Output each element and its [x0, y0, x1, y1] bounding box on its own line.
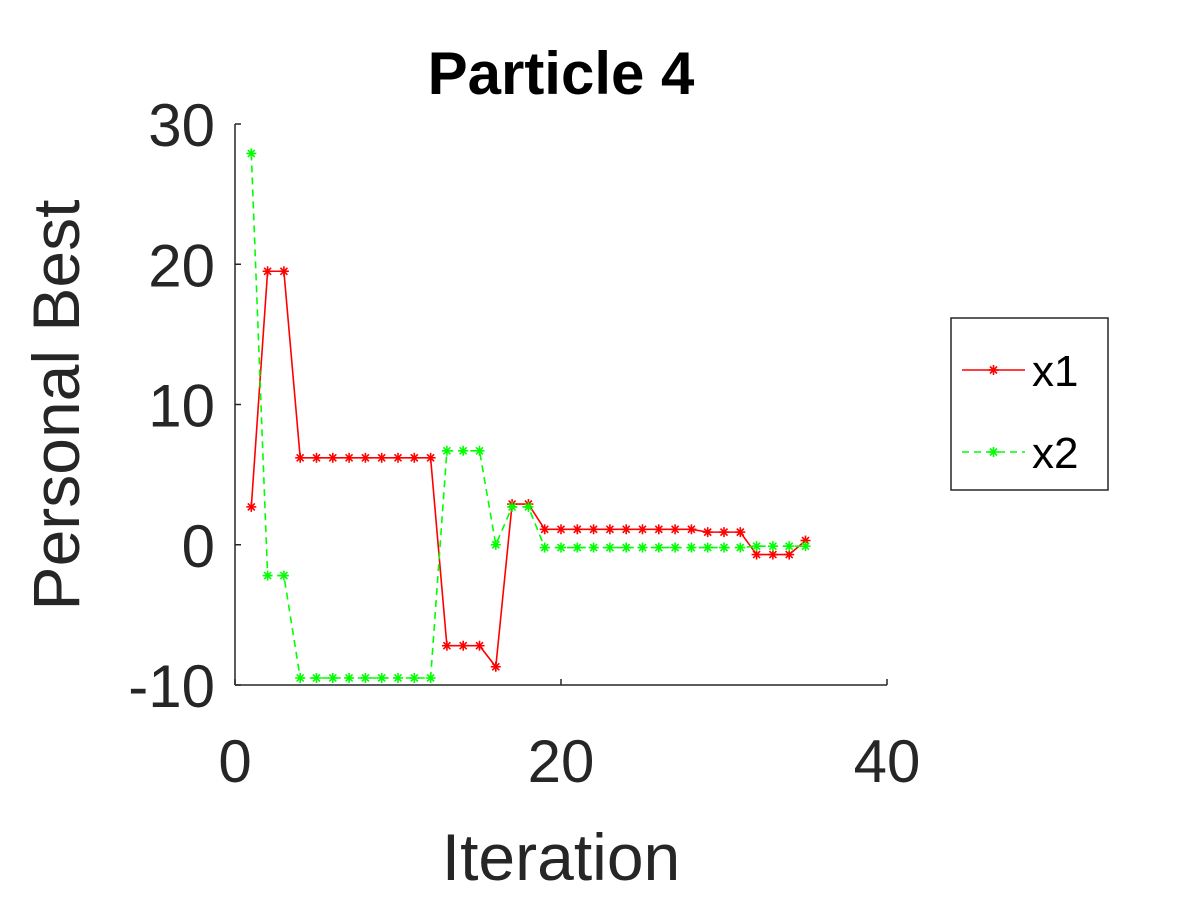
y-tick-label: 20: [148, 232, 215, 299]
data-point-x1: [393, 452, 403, 463]
data-point-x2: [295, 672, 306, 683]
data-point-x2: [588, 542, 599, 553]
data-point-x1: [376, 452, 387, 463]
data-point-x1: [670, 524, 681, 535]
legend-item-x2: x2: [962, 429, 1078, 478]
data-point-x2: [441, 445, 452, 456]
data-point-x2: [670, 542, 681, 553]
data-point-x2: [686, 542, 697, 553]
data-point-x2: [784, 541, 795, 552]
data-point-x1: [621, 524, 632, 535]
data-point-x2: [637, 542, 648, 553]
data-point-x1: [295, 452, 306, 463]
data-point-x2: [393, 672, 403, 683]
series-x2: [246, 148, 811, 683]
data-point-x2: [376, 672, 387, 683]
data-point-x1: [246, 501, 257, 512]
data-point-x1: [409, 452, 420, 463]
data-point-x2: [409, 672, 420, 683]
legend-marker-x1: [988, 365, 999, 375]
data-point-x1: [702, 527, 713, 538]
x-axis-label: Iteration: [442, 820, 680, 894]
data-point-x1: [344, 452, 355, 463]
data-point-x2: [360, 672, 371, 683]
data-point-x2: [474, 445, 485, 456]
data-point-x1: [425, 452, 436, 463]
y-tick-label: -10: [128, 653, 215, 720]
data-point-x1: [441, 640, 452, 651]
data-point-x1: [490, 661, 501, 672]
data-point-x2: [344, 672, 355, 683]
legend-box: [950, 317, 1109, 491]
data-point-x1: [539, 524, 550, 535]
data-point-x2: [767, 541, 778, 552]
data-point-x1: [474, 640, 485, 651]
data-point-x2: [311, 672, 322, 683]
data-point-x2: [751, 541, 762, 552]
legend-label-x2: x2: [1032, 429, 1078, 478]
y-tick-label: 0: [182, 513, 215, 580]
data-point-x1: [588, 524, 599, 535]
data-point-x2: [719, 542, 729, 553]
data-point-x2: [278, 570, 289, 581]
x-tick-label: 0: [218, 728, 251, 795]
data-point-x1: [637, 524, 648, 535]
data-point-x1: [767, 549, 778, 560]
data-point-x2: [458, 445, 469, 456]
data-point-x1: [278, 266, 289, 277]
data-point-x1: [604, 524, 615, 535]
data-point-x1: [686, 524, 697, 535]
data-point-x2: [327, 672, 338, 683]
data-point-x1: [458, 640, 469, 651]
data-point-x2: [490, 539, 501, 550]
data-point-x1: [360, 452, 371, 463]
legend-label-x1: x1: [1032, 347, 1078, 396]
data-point-x1: [572, 524, 583, 535]
data-point-x2: [507, 501, 518, 512]
data-point-x1: [735, 527, 746, 538]
y-tick-label: 10: [148, 373, 215, 440]
x-tick-label: 20: [528, 728, 595, 795]
data-point-x2: [735, 542, 746, 553]
data-point-x1: [262, 266, 273, 277]
data-point-x2: [800, 541, 811, 552]
data-point-x2: [653, 542, 664, 553]
data-point-x2: [702, 542, 713, 553]
data-point-x2: [539, 542, 550, 553]
data-point-x2: [621, 542, 632, 553]
legend-marker-x2: [988, 447, 999, 457]
data-point-x2: [523, 501, 534, 512]
data-point-x2: [604, 542, 615, 553]
data-point-x1: [556, 524, 566, 535]
x-tick-label: 40: [854, 728, 921, 795]
data-point-x1: [784, 549, 795, 560]
legend: x1 x2: [950, 317, 1109, 491]
data-point-x1: [327, 452, 338, 463]
data-point-x1: [653, 524, 664, 535]
y-tick-label: 30: [148, 92, 215, 159]
data-point-x2: [556, 542, 566, 553]
data-point-x2: [246, 148, 257, 159]
y-axis-label: Personal Best: [19, 200, 93, 611]
data-point-x2: [425, 672, 436, 683]
series-layer: [246, 148, 811, 683]
data-point-x2: [262, 570, 273, 581]
data-point-x1: [719, 527, 729, 538]
data-point-x1: [311, 452, 322, 463]
chart-title: Particle 4: [428, 40, 695, 107]
ticks: [234, 123, 888, 686]
data-point-x2: [572, 542, 583, 553]
data-point-x1: [751, 549, 762, 560]
legend-item-x1: x1: [962, 347, 1078, 396]
